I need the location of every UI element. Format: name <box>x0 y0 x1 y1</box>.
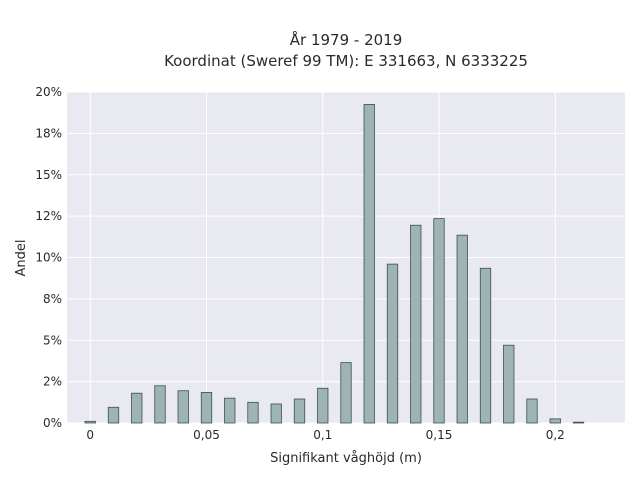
histogram-bar <box>131 392 143 424</box>
y-axis-label: Andel <box>14 240 29 277</box>
histogram-bar <box>177 390 189 424</box>
histogram-bar <box>456 234 468 424</box>
grid-lines <box>67 91 625 424</box>
y-tick-label: 8% <box>43 292 62 306</box>
y-tick-label: 18% <box>35 126 62 140</box>
x-tick-label: 0 <box>86 428 94 442</box>
histogram-bar <box>224 397 236 424</box>
y-tick-label: 0% <box>43 416 62 430</box>
tick-labels: 0% 2% 5% 8% 10% 12% 15% 18% 20% 0 0,05 0,1 0,15 0,2 <box>35 85 564 442</box>
histogram-bar <box>503 344 515 424</box>
histogram-bar <box>270 403 282 424</box>
x-tick-label: 0,2 <box>546 428 565 442</box>
histogram-bar <box>572 421 585 424</box>
y-tick-label: 10% <box>35 251 62 265</box>
y-tick-label: 5% <box>43 333 62 347</box>
chart-title: År 1979 - 2019 <box>290 30 403 49</box>
x-axis-label: Signifikant våghöjd (m) <box>270 451 422 466</box>
x-tick-label: 0,05 <box>193 428 220 442</box>
y-tick-label: 15% <box>35 168 62 182</box>
histogram-bar <box>410 224 422 424</box>
histogram-bar <box>154 385 166 424</box>
y-tick-label: 20% <box>35 85 62 99</box>
bars <box>84 104 585 424</box>
y-tick-label: 2% <box>43 375 62 389</box>
histogram-bar <box>386 263 399 424</box>
histogram-bar <box>317 387 329 424</box>
histogram-bar <box>363 104 375 424</box>
histogram-bar <box>293 398 306 424</box>
x-tick-label: 0,1 <box>313 428 332 442</box>
y-tick-label: 12% <box>35 209 62 223</box>
histogram-bar <box>479 267 492 424</box>
histogram-bar <box>549 418 561 424</box>
histogram-bar <box>340 362 352 424</box>
chart-subtitle: Koordinat (Sweref 99 TM): E 331663, N 63… <box>164 52 528 70</box>
histogram-bar <box>247 401 259 424</box>
histogram-bar <box>200 391 213 424</box>
histogram-bar <box>526 398 538 424</box>
x-tick-label: 0,15 <box>426 428 453 442</box>
histogram-bar <box>107 406 120 424</box>
histogram-bar <box>433 218 445 424</box>
histogram-bar <box>84 420 96 424</box>
